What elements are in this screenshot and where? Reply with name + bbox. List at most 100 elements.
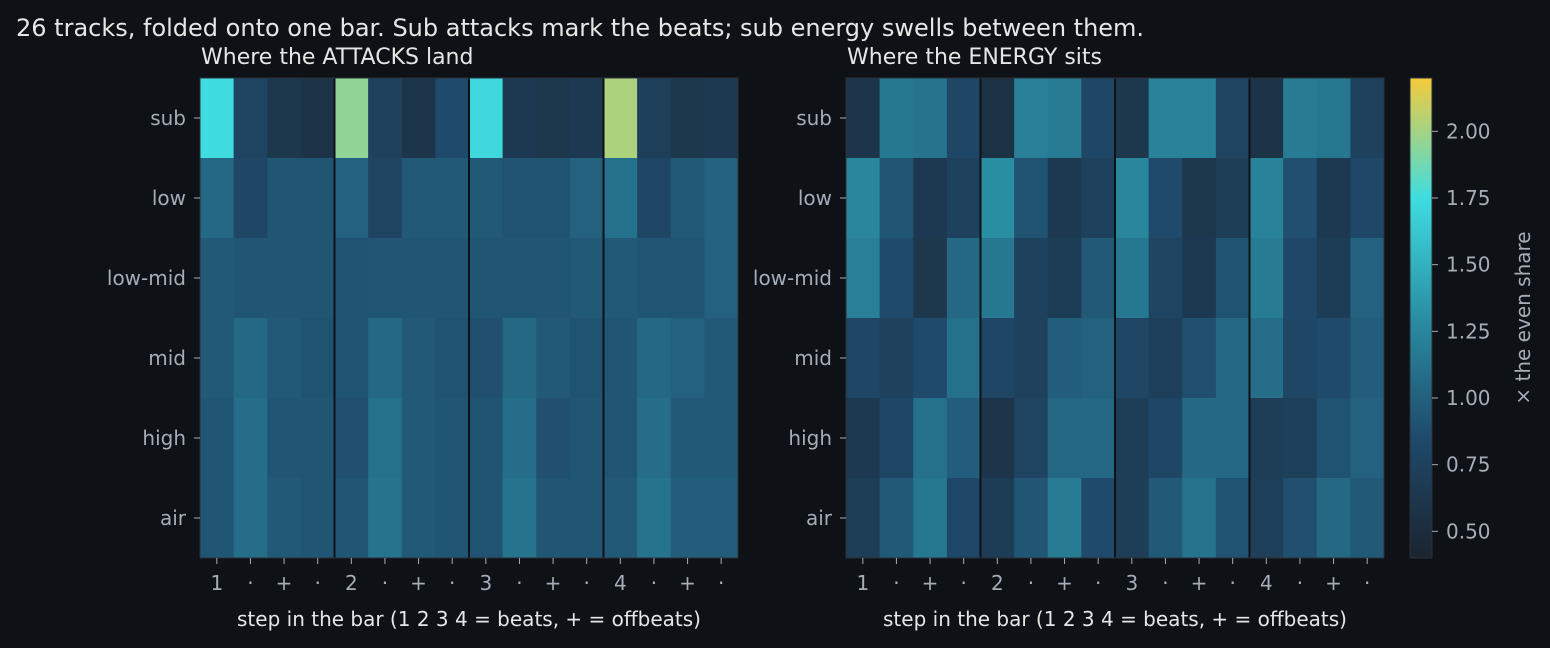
heatmap-cell (1047, 238, 1082, 319)
heatmap-cell (1081, 318, 1116, 399)
heatmap-cell (536, 478, 571, 559)
y-tick-label: mid (148, 346, 186, 370)
heatmap-cell (1148, 78, 1183, 159)
heatmap-cell (846, 78, 881, 159)
heatmap-cell (536, 158, 571, 239)
heatmap-cell (1182, 318, 1217, 399)
heatmap-cell (1215, 238, 1250, 319)
x-tick-label: 2 (991, 571, 1004, 595)
heatmap-cell (980, 398, 1015, 479)
heatmap-cell (1249, 238, 1284, 319)
y-tick-label: high (788, 426, 832, 450)
y-tick-label: low-mid (753, 266, 832, 290)
heatmap-cell (1182, 398, 1217, 479)
heatmap-cell (670, 318, 705, 399)
heatmap-attacks-title: Where the ATTACKS land (201, 45, 473, 70)
heatmap-cell (469, 158, 504, 239)
heatmap-cell (603, 158, 638, 239)
colorbar-label: × the even share (1511, 231, 1535, 404)
heatmap-cell (1148, 318, 1183, 399)
heatmap-cell (435, 398, 470, 479)
heatmap-cell (1283, 318, 1318, 399)
heatmap-cell (1115, 398, 1150, 479)
heatmap-cell (334, 318, 369, 399)
heatmap-energy: sub low low-mid mid high air 1 · + · 2 · + · 3 · + · 4 · + · (753, 77, 1385, 595)
heatmap-cell (233, 318, 268, 399)
heatmap-cell (1014, 238, 1049, 319)
heatmap-cell (334, 238, 369, 319)
heatmap-cell (980, 238, 1015, 319)
heatmap-cell (1047, 478, 1082, 559)
x-tick-label: · (1095, 571, 1101, 595)
x-tick-label: + (276, 571, 293, 595)
heatmap-cell (1316, 398, 1351, 479)
heatmap-cell (1182, 158, 1217, 239)
x-tick-label: · (449, 571, 455, 595)
heatmap-cell (368, 398, 403, 479)
colorbar-tick-label: 0.75 (1446, 453, 1491, 477)
heatmap-cell (1081, 398, 1116, 479)
heatmap-cell (401, 78, 436, 159)
heatmap-cell (1215, 318, 1250, 399)
y-tick-label: low (152, 186, 186, 210)
heatmap-cell (603, 478, 638, 559)
x-tick-label: · (516, 571, 522, 595)
heatmap-cell (980, 158, 1015, 239)
heatmap-cell (435, 78, 470, 159)
heatmap-cell (846, 318, 881, 399)
heatmap-cell (200, 318, 235, 399)
x-tick-label: · (1297, 571, 1303, 595)
heatmap-cell (1115, 318, 1150, 399)
x-tick-label: + (922, 571, 939, 595)
heatmap-cell (1115, 78, 1150, 159)
heatmap-cell (502, 398, 537, 479)
heatmap-cell (502, 158, 537, 239)
heatmap-cell (879, 158, 914, 239)
heatmap-cell (401, 238, 436, 319)
heatmap-cell (267, 398, 302, 479)
heatmap-cell (846, 478, 881, 559)
y-tick-label: mid (794, 346, 832, 370)
x-tick-label: 2 (345, 571, 358, 595)
heatmap-cell (946, 158, 981, 239)
heatmap-cell (401, 318, 436, 399)
colorbar-tick-label: 1.50 (1446, 253, 1491, 277)
heatmap-cell (1350, 238, 1385, 319)
x-tick-label: · (1028, 571, 1034, 595)
heatmap-cell (536, 398, 571, 479)
heatmap-cell (670, 238, 705, 319)
heatmap-cell (1316, 78, 1351, 159)
heatmap-cell (368, 478, 403, 559)
y-tick-label: high (142, 426, 186, 450)
heatmap-cell (233, 78, 268, 159)
heatmap-cell (704, 398, 739, 479)
heatmap-cell (879, 398, 914, 479)
heatmap-cell (1014, 398, 1049, 479)
heatmap-cell (846, 158, 881, 239)
heatmap-cell (670, 158, 705, 239)
heatmap-cell (233, 478, 268, 559)
heatmap-cell (913, 158, 948, 239)
heatmap-cell (913, 478, 948, 559)
heatmap-cell (704, 78, 739, 159)
heatmap-cell (1350, 158, 1385, 239)
heatmap-cell (502, 478, 537, 559)
heatmap-cell (1148, 238, 1183, 319)
y-tick-label: low-mid (107, 266, 186, 290)
colorbar-tick-label: 0.50 (1446, 519, 1491, 543)
heatmap-cell (401, 158, 436, 239)
heatmap-cell (637, 398, 672, 479)
heatmap-cell (637, 78, 672, 159)
heatmap-cell (1350, 398, 1385, 479)
heatmap-cell (536, 318, 571, 399)
heatmap-cell (603, 78, 638, 159)
heatmap-cell (1115, 158, 1150, 239)
colorbar-tick-label: 1.75 (1446, 186, 1491, 210)
heatmap-cell (267, 78, 302, 159)
heatmap-cell (569, 238, 604, 319)
heatmap-cell (569, 398, 604, 479)
heatmap-cell (1249, 478, 1284, 559)
x-tick-label: + (410, 571, 427, 595)
heatmap-cell (1350, 478, 1385, 559)
heatmap-cell (946, 318, 981, 399)
